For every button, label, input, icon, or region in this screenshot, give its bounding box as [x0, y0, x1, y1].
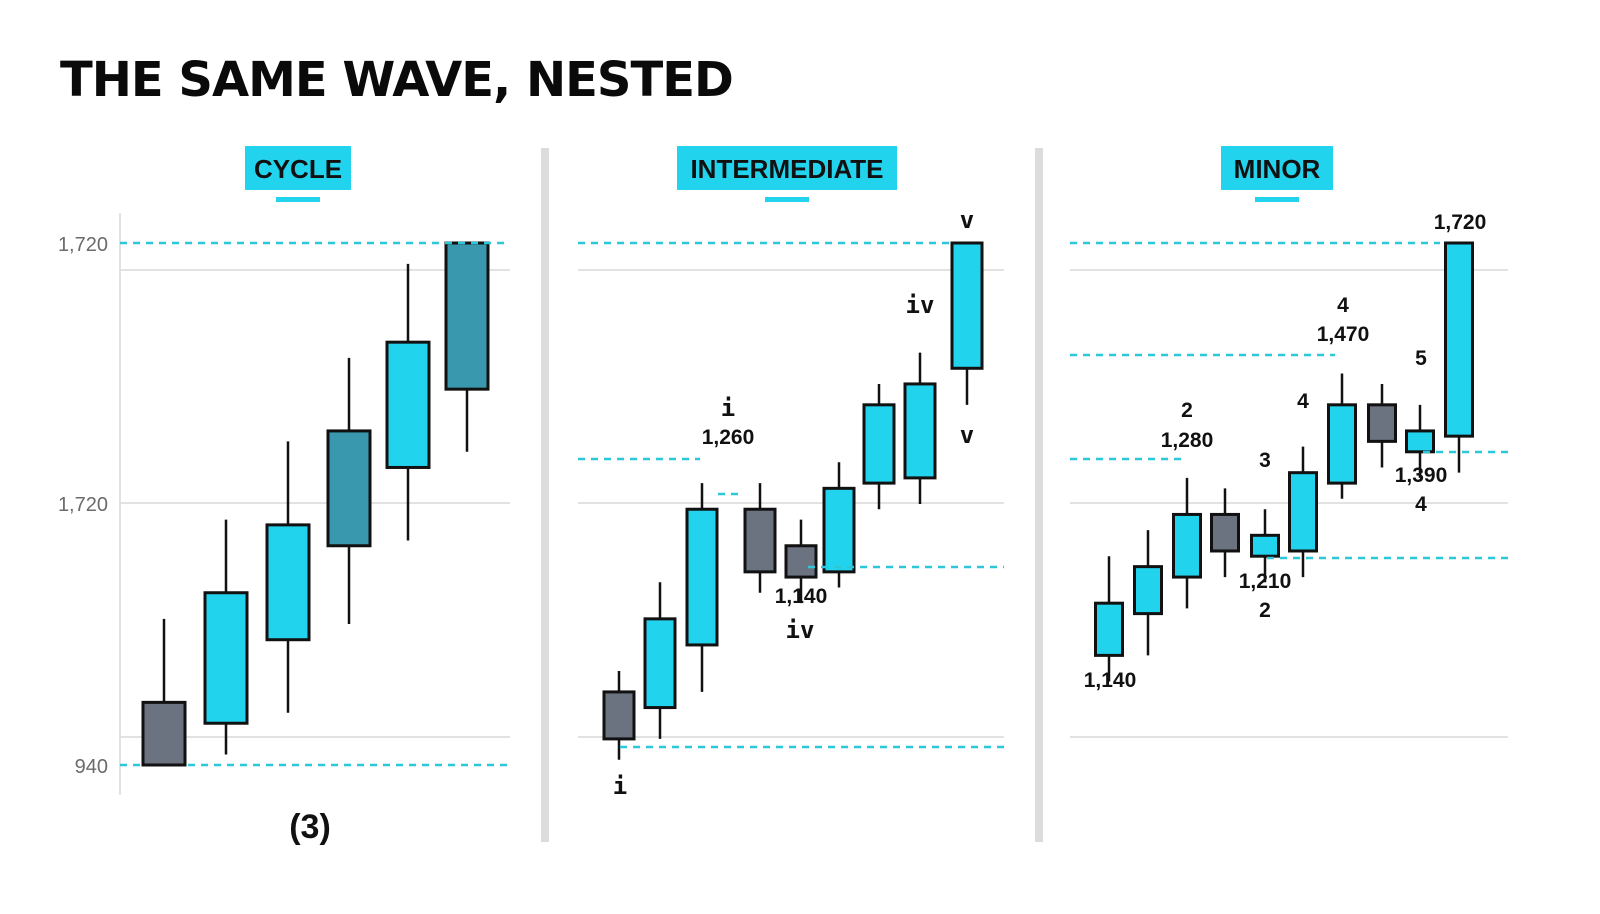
panel-2-label-i-bottom: i [613, 772, 627, 800]
panel-1-candle-3 [265, 441, 311, 713]
panel-3-label-1210: 1,210 [1239, 570, 1292, 593]
panel-1-y-tick-label-1: 1,720 [58, 234, 108, 256]
panel-3-candle-9-body [1405, 429, 1435, 454]
panel-1-candle-2 [203, 519, 249, 755]
panel-3-candle-7 [1327, 373, 1357, 499]
panel-3-candle-9 [1405, 404, 1435, 478]
panel-2-label-i-top: i [721, 394, 735, 422]
panel-2-candle-9-body [950, 241, 984, 370]
panel-1-candle-2-body [203, 591, 249, 725]
panel-2-candle-1-body [602, 690, 636, 741]
panel-1-candle-3-body [265, 523, 311, 642]
panel-2-label-v-top: v [960, 206, 974, 234]
page-title: THE SAME WAVE, NESTED [60, 52, 734, 108]
panel-2-candle-8-body [903, 382, 937, 480]
panel-1-bottom-label: (3) [289, 808, 331, 846]
panel-2-title-badge [677, 146, 897, 190]
panel-1-y-tick-label-3: 940 [75, 756, 108, 778]
panel-3-candle-3-body [1172, 512, 1202, 579]
panel-2-label-iv-bottom: iv [786, 616, 815, 644]
panel-3-title-badge [1221, 146, 1333, 190]
panel-3-label-wave-4-top: 4 [1297, 390, 1309, 413]
panel-2-label-v-bottom: v [960, 421, 974, 449]
panel-3-candle-4-body [1210, 512, 1240, 553]
panel-1-candle-4 [326, 357, 372, 625]
panel-2-label-1260: 1,260 [702, 426, 755, 449]
panel-3-candle-2 [1133, 530, 1163, 656]
panel-3-label-1470: 1,470 [1317, 323, 1370, 346]
panel-2-title: INTERMEDIATE [690, 154, 883, 184]
panel-2-title-underline [765, 197, 809, 202]
panel-3-label-wave-3: 3 [1259, 449, 1271, 472]
panel-1-candle-1 [141, 618, 187, 767]
panel-1-candle-5 [385, 263, 431, 541]
panel-3-candle-6-body [1288, 471, 1318, 553]
panel-1-candle-5-body [385, 340, 431, 469]
panel-2-candle-3-body [685, 507, 719, 647]
panel-2-candle-6 [822, 462, 856, 588]
panel-3-label-wave-4: 4 [1337, 294, 1349, 317]
panel-1-y-tick-label-2: 1,720 [58, 494, 108, 516]
panel-3-candle-5 [1250, 509, 1280, 583]
panel-3-label-1390: 1,390 [1395, 464, 1448, 487]
panel-3-candle-4 [1210, 488, 1240, 578]
panel-2-candle-6-body [822, 486, 856, 574]
panel-2-candle-5 [784, 519, 818, 604]
panel-3-candle-10 [1444, 241, 1474, 473]
panel-3-candle-1-body [1094, 601, 1124, 657]
panel-divider-2 [1035, 148, 1043, 842]
panel-1-candle-6 [444, 241, 490, 452]
panel-2-candle-8 [903, 352, 937, 504]
panel-1-title-underline [276, 197, 320, 202]
panel-3-label-wave-5: 5 [1415, 347, 1427, 370]
panel-2-label-iv-top: iv [906, 291, 935, 319]
panel-2-candle-3 [685, 483, 719, 692]
panel-3-candle-7-body [1327, 403, 1357, 485]
panel-3-candle-3 [1172, 477, 1202, 609]
panel-2-candle-2-body [643, 617, 677, 710]
panel-3-label-wave-2-low: 2 [1259, 599, 1271, 622]
panel-3-label-1280: 1,280 [1161, 429, 1214, 452]
panel-2-candle-7-body [862, 403, 896, 485]
panel-1-candle-1-body [141, 700, 187, 767]
panel-2-candle-4 [743, 483, 777, 593]
panel-3-candle-6 [1288, 446, 1318, 578]
panel-3-title-underline [1255, 197, 1299, 202]
panel-1-title-badge [245, 146, 351, 190]
panel-3-candle-8 [1367, 383, 1397, 468]
panel-3-candle-1 [1094, 556, 1124, 682]
panel-divider-1 [541, 148, 549, 842]
panel-2-candle-4-body [743, 507, 777, 574]
panel-2-candle-2 [643, 582, 677, 739]
panel-1-candle-6-body [444, 241, 490, 391]
panel-3-candle-10-body [1444, 241, 1474, 438]
panel-3-candle-2-body [1133, 565, 1163, 616]
panel-3-title: MINOR [1234, 154, 1321, 184]
panel-1-title: CYCLE [254, 154, 342, 184]
panel-3-label-wave-4-low: 4 [1415, 493, 1427, 516]
panel-3-candle-5-body [1250, 533, 1280, 558]
panel-3-label-1140: 1,140 [1084, 669, 1137, 692]
panel-3-label-wave-2: 2 [1181, 399, 1193, 422]
panel-1-candle-4-body [326, 429, 372, 548]
panel-2-label-1140: 1,140 [775, 585, 828, 608]
panel-2-candle-5-body [784, 544, 818, 579]
panel-2-candle-1 [602, 671, 636, 760]
panel-3-label-1720: 1,720 [1434, 211, 1487, 234]
panel-2-candle-7 [862, 383, 896, 510]
panel-2-candle-9 [950, 241, 984, 405]
panel-3-candle-8-body [1367, 403, 1397, 443]
